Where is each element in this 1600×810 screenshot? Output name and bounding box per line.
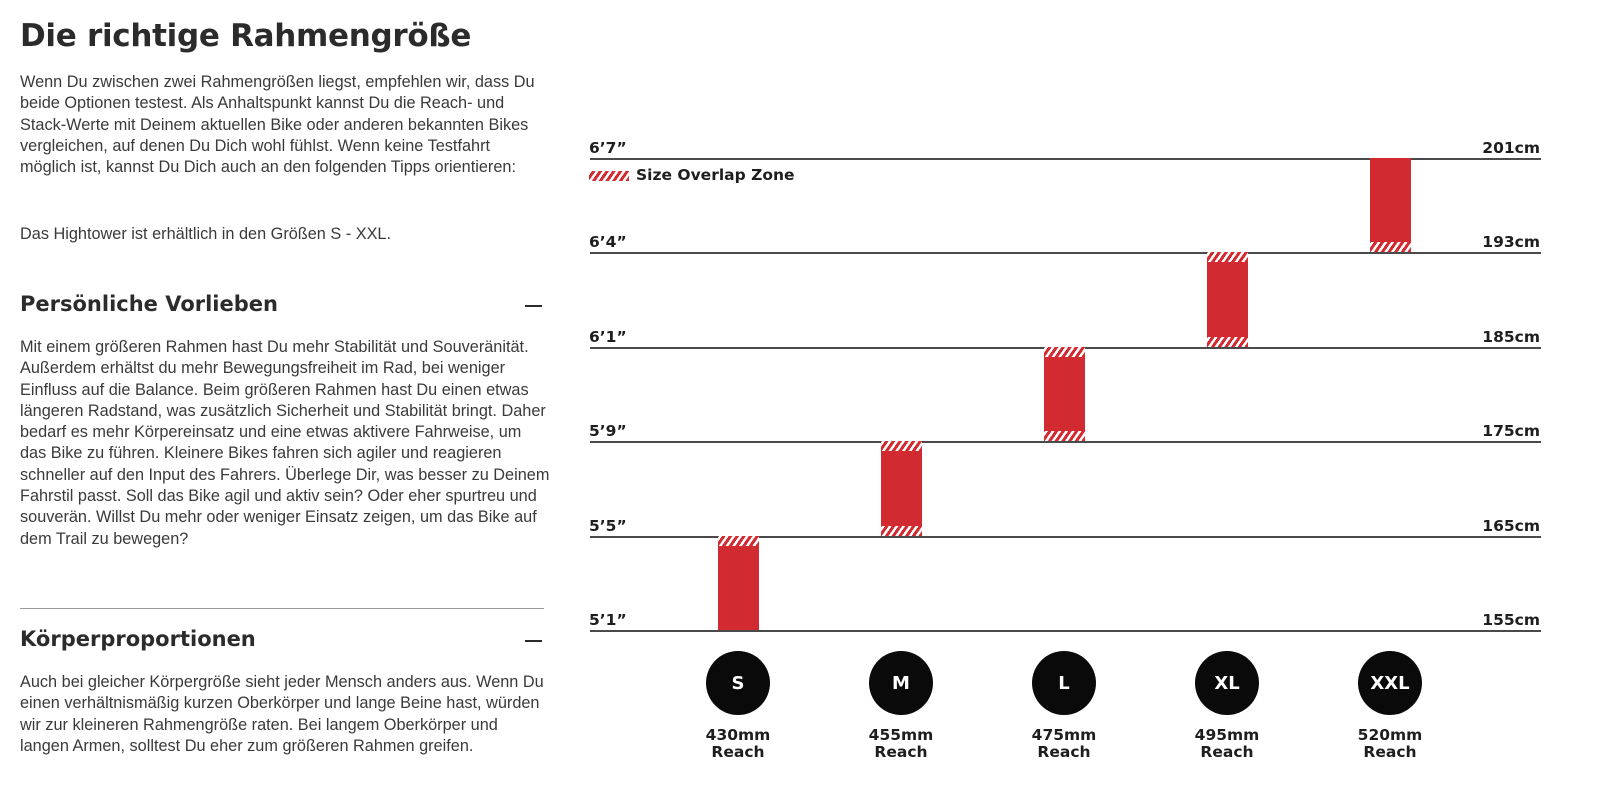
overlap-zone-top: [718, 536, 759, 546]
size-badge-m[interactable]: M: [869, 651, 933, 715]
overlap-zone-bottom: [1207, 337, 1248, 347]
overlap-zone-bottom: [1370, 242, 1411, 252]
reach-label-xl: 495mm Reach: [1172, 727, 1282, 761]
size-range-bar-xxl: [1370, 158, 1411, 252]
reach-label-l: 475mm Reach: [1009, 727, 1119, 761]
reach-word: Reach: [1363, 743, 1417, 761]
reach-value: 455mm: [868, 726, 934, 744]
reach-word: Reach: [1037, 743, 1091, 761]
size-range-bar-xl: [1207, 252, 1248, 347]
reach-word: Reach: [1200, 743, 1254, 761]
height-label-metric: 155cm: [1482, 611, 1540, 629]
height-label-metric: 185cm: [1482, 328, 1540, 346]
overlap-hatch-swatch: [589, 171, 629, 181]
height-gridline: [590, 158, 1541, 160]
height-label-metric: 201cm: [1482, 139, 1540, 157]
accordion-title-preferences: Persönliche Vorlieben: [20, 292, 278, 316]
page-title: Die richtige Rahmengröße: [20, 18, 472, 54]
height-label-imperial: 5’9”: [589, 422, 627, 440]
size-badge-xl[interactable]: XL: [1195, 651, 1259, 715]
accordion-body-proportions: Auch bei gleicher Körpergröße sieht jede…: [20, 673, 544, 755]
overlap-zone-top: [1207, 252, 1248, 262]
height-gridline: [590, 252, 1541, 254]
overlap-legend-label: Size Overlap Zone: [636, 166, 795, 184]
reach-label-m: 455mm Reach: [846, 727, 956, 761]
overlap-zone-top: [881, 441, 922, 451]
overlap-zone-bottom: [881, 526, 922, 536]
collapse-minus-icon[interactable]: [525, 305, 542, 307]
size-range-bar-m: [881, 441, 922, 536]
height-label-imperial: 5’1”: [589, 611, 627, 629]
size-badge-l[interactable]: L: [1032, 651, 1096, 715]
size-badge-xxl[interactable]: XXL: [1358, 651, 1422, 715]
accordion-title-proportions: Körperproportionen: [20, 627, 256, 651]
size-badge-s[interactable]: S: [706, 651, 770, 715]
available-sizes-note: Das Hightower ist erhältlich in den Größ…: [20, 225, 392, 243]
reach-value: 430mm: [705, 726, 771, 744]
overlap-zone-top: [1044, 347, 1085, 357]
overlap-zone-bottom: [1044, 431, 1085, 441]
reach-value: 495mm: [1194, 726, 1260, 744]
size-range-bar-l: [1044, 347, 1085, 441]
reach-value: 475mm: [1031, 726, 1097, 744]
height-label-imperial: 6’4”: [589, 233, 627, 251]
size-range-bar-s: [718, 536, 759, 630]
reach-label-s: 430mm Reach: [683, 727, 793, 761]
height-label-imperial: 6’1”: [589, 328, 627, 346]
height-gridline: [590, 536, 1541, 538]
height-label-metric: 175cm: [1482, 422, 1540, 440]
reach-label-xxl: 520mm Reach: [1335, 727, 1445, 761]
reach-word: Reach: [711, 743, 765, 761]
height-label-metric: 193cm: [1482, 233, 1540, 251]
section-divider: [20, 608, 544, 609]
height-gridline: [590, 630, 1541, 632]
accordion-body-preferences: Mit einem größeren Rahmen hast Du mehr S…: [20, 338, 550, 548]
height-gridline: [590, 441, 1541, 443]
accordion-header-preferences[interactable]: Persönliche Vorlieben: [20, 292, 542, 322]
height-label-metric: 165cm: [1482, 517, 1540, 535]
height-label-imperial: 5’5”: [589, 517, 627, 535]
collapse-minus-icon[interactable]: [525, 640, 542, 642]
accordion-header-proportions[interactable]: Körperproportionen: [20, 627, 542, 657]
reach-word: Reach: [874, 743, 928, 761]
intro-paragraph: Wenn Du zwischen zwei Rahmengrößen liegs…: [20, 73, 535, 177]
height-label-imperial: 6’7”: [589, 139, 627, 157]
reach-value: 520mm: [1357, 726, 1423, 744]
